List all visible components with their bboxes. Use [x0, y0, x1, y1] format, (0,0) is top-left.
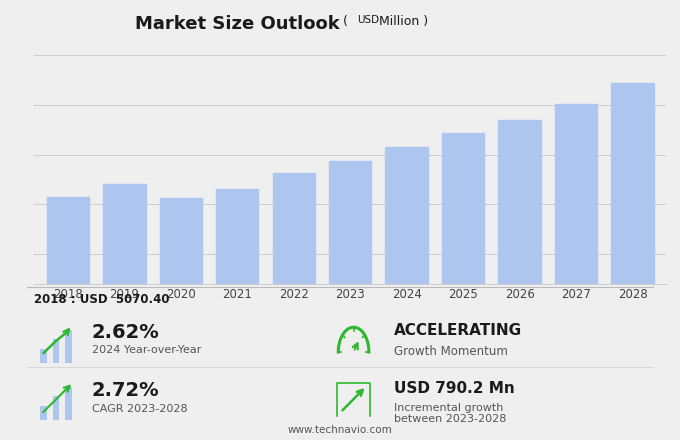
Bar — [47, 197, 89, 440]
Text: Growth Momentum: Growth Momentum — [394, 345, 508, 359]
Bar — [216, 189, 258, 440]
Text: (: ( — [343, 15, 352, 28]
Bar — [386, 147, 428, 440]
Text: www.technavio.com: www.technavio.com — [288, 425, 392, 435]
Text: USD: USD — [357, 15, 379, 25]
Text: 2.72%: 2.72% — [92, 381, 159, 400]
Text: 2024 Year-over-Year: 2024 Year-over-Year — [92, 345, 201, 356]
Bar — [103, 184, 146, 440]
Bar — [65, 387, 71, 420]
Bar — [611, 83, 653, 440]
Text: USD 790.2 Mn: USD 790.2 Mn — [394, 381, 515, 396]
Bar — [442, 132, 484, 440]
Bar — [329, 161, 371, 440]
Text: 2018 : USD  5070.40: 2018 : USD 5070.40 — [34, 293, 169, 306]
Text: 2.62%: 2.62% — [92, 323, 160, 342]
Bar — [160, 198, 202, 440]
Bar — [52, 339, 59, 363]
Text: CAGR 2023-2028: CAGR 2023-2028 — [92, 404, 188, 414]
Bar — [40, 349, 47, 363]
Text: Market Size Outlook: Market Size Outlook — [135, 15, 340, 33]
Text: Incremental growth: Incremental growth — [394, 403, 504, 413]
Text: Million ): Million ) — [375, 15, 428, 28]
Text: ACCELERATING: ACCELERATING — [394, 323, 522, 338]
Bar — [52, 396, 59, 420]
Bar — [555, 104, 597, 440]
Bar — [40, 406, 47, 420]
Bar — [498, 120, 541, 440]
Text: between 2023-2028: between 2023-2028 — [394, 414, 507, 425]
Bar — [273, 173, 315, 440]
Bar — [65, 330, 71, 363]
